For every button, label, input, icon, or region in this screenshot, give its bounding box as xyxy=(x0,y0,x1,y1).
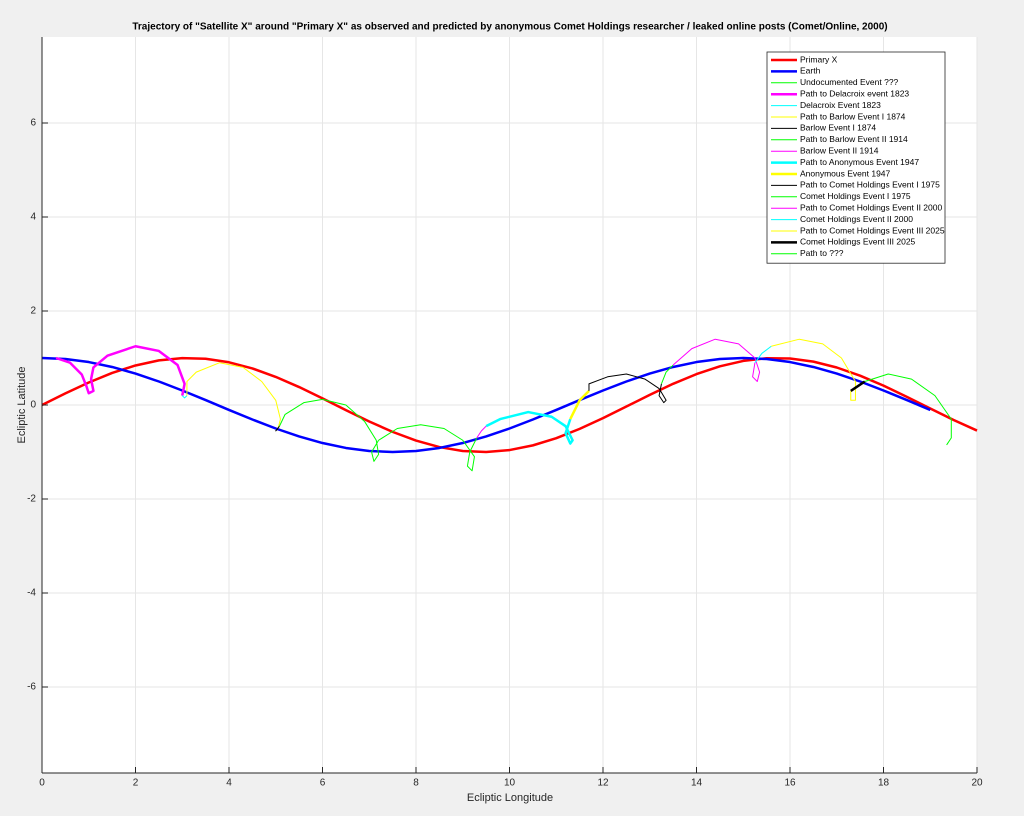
legend-label: Path to Anonymous Event 1947 xyxy=(800,157,919,167)
y-tick-label: 2 xyxy=(30,306,36,317)
legend-label: Path to Comet Holdings Event II 2000 xyxy=(800,202,942,212)
legend-label: Path to ??? xyxy=(800,248,844,258)
series-line xyxy=(672,338,761,382)
x-tick-label: 6 xyxy=(320,778,326,789)
series-line xyxy=(186,362,281,429)
y-tick-label: -4 xyxy=(27,588,36,599)
legend-label: Earth xyxy=(800,66,821,76)
legend-label: Path to Delacroix event 1823 xyxy=(800,88,909,98)
plot xyxy=(41,338,978,472)
legend-label: Comet Holdings Event I 1975 xyxy=(800,191,911,201)
series-line xyxy=(754,345,772,363)
y-tick-label: 4 xyxy=(30,212,36,223)
series-line xyxy=(378,424,478,472)
legend-label: Anonymous Event 1947 xyxy=(800,168,891,178)
series-line xyxy=(771,338,856,401)
y-tick-label: 0 xyxy=(30,400,36,411)
axes: 0 2 4 6 8 10 12 14 16 18 20 -6 -4 -2 0 2 4 6 xyxy=(27,37,983,789)
series-line xyxy=(588,373,667,404)
x-tick-label: 20 xyxy=(971,778,983,789)
series-line xyxy=(864,373,952,446)
series-line xyxy=(181,395,188,399)
legend-label: Comet Holdings Event II 2000 xyxy=(800,214,913,224)
legend-label: Primary X xyxy=(800,54,838,64)
x-axis-label: Ecliptic Longitude xyxy=(467,792,553,804)
legend-label: Path to Comet Holdings Event I 1975 xyxy=(800,180,940,190)
legend-label: Delacroix Event 1823 xyxy=(800,100,881,110)
legend-label: Comet Holdings Event III 2025 xyxy=(800,237,916,247)
series-line xyxy=(279,398,380,462)
x-tick-label: 18 xyxy=(878,778,890,789)
series-line xyxy=(476,425,487,439)
legend-label: Barlow Event I 1874 xyxy=(800,123,876,133)
series-line xyxy=(41,356,978,454)
x-tick-label: 8 xyxy=(413,778,419,789)
legend-box xyxy=(766,51,946,264)
series-line xyxy=(485,410,574,445)
x-tick-label: 0 xyxy=(39,778,45,789)
x-tick-label: 4 xyxy=(226,778,232,789)
legend-label: Path to Barlow Event I 1874 xyxy=(800,111,906,121)
series-line xyxy=(660,364,674,385)
x-tick-label: 16 xyxy=(784,778,796,789)
x-tick-label: 12 xyxy=(597,778,609,789)
y-tick-label: 6 xyxy=(30,118,36,129)
series-line xyxy=(850,380,866,392)
x-tick-label: 2 xyxy=(133,778,139,789)
y-axis-label: Ecliptic Latitude xyxy=(16,366,28,443)
y-tick-label: -6 xyxy=(27,682,36,693)
legend-label: Path to Barlow Event II 1914 xyxy=(800,134,908,144)
chart-title: Trajectory of "Satellite X" around "Prim… xyxy=(132,22,887,33)
legend-label: Barlow Event II 1914 xyxy=(800,145,879,155)
x-tick-label: 10 xyxy=(504,778,516,789)
series-line xyxy=(41,356,931,454)
series-line xyxy=(569,390,590,420)
series-line xyxy=(275,425,280,432)
y-tick-label: -2 xyxy=(27,494,36,505)
x-tick-label: 14 xyxy=(691,778,703,789)
series-line xyxy=(55,345,186,396)
legend-label: Undocumented Event ??? xyxy=(800,77,899,87)
legend-label: Path to Comet Holdings Event III 2025 xyxy=(800,225,945,235)
